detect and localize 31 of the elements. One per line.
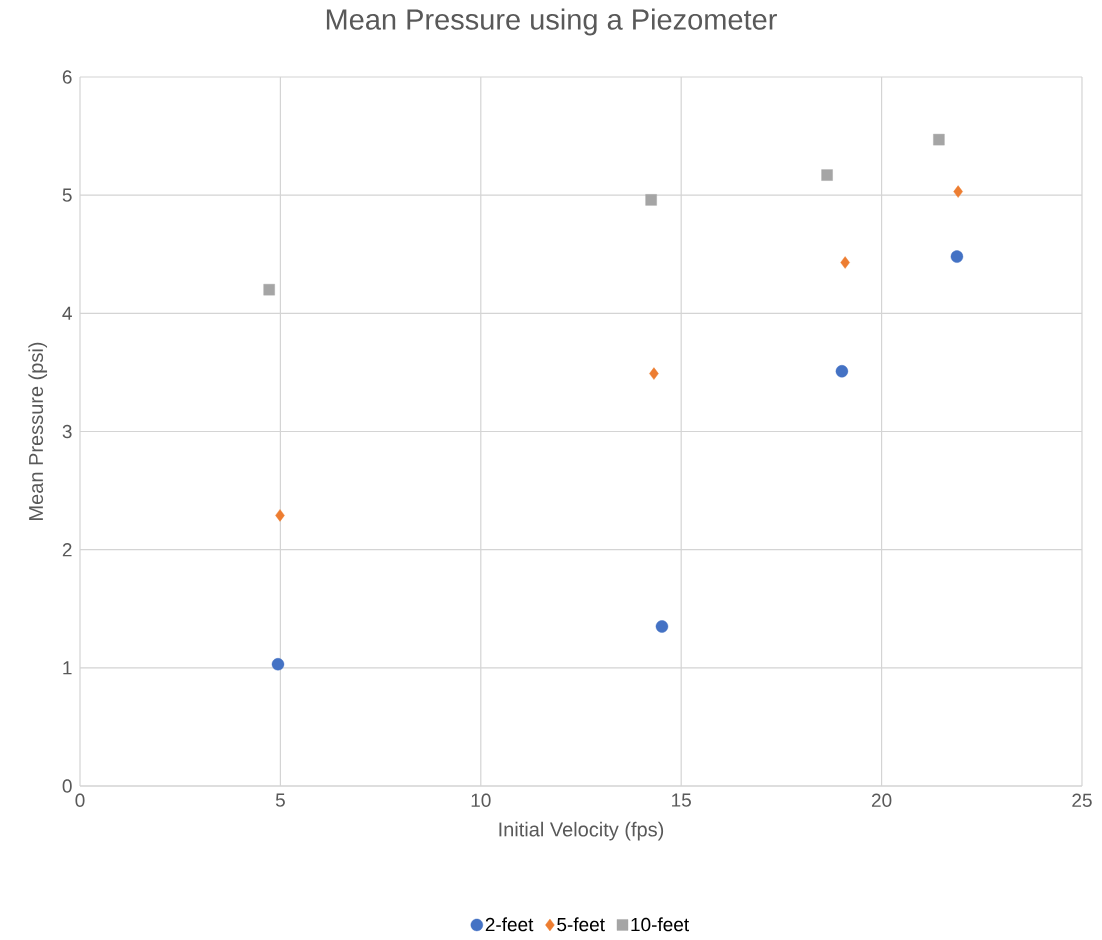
point [263,284,275,296]
point [950,250,964,263]
x-tick-label: 25 [1072,793,1092,807]
point [835,365,849,378]
chart-title: Mean Pressure using a Piezometer [326,8,777,36]
x-tick-label: 0 [75,793,85,807]
y-tick-label: 6 [62,70,72,84]
point [933,133,945,146]
x-tick-label: 5 [275,793,285,807]
point [655,620,669,633]
y-tick-label: 1 [63,661,72,675]
legend-label: 5-feet [557,917,605,932]
point [649,367,659,380]
y-tick-label: 4 [62,306,72,320]
y-tick-label: 5 [62,188,72,202]
y-tick-label: 3 [62,424,72,439]
x-tick-label: 15 [672,793,691,807]
legend-label: 10-feet [631,917,690,932]
point [840,256,850,269]
point [275,509,285,522]
point [645,194,657,206]
point [953,185,963,198]
legend-label: 2-feet [485,917,534,932]
point [271,658,285,671]
y-tick-label: 2 [62,543,72,557]
x-tick-label: 10 [471,793,491,807]
x-tick-label: 20 [871,793,892,807]
y-axis-title: Mean Pressure (psi) [28,342,48,520]
y-tick-label: 0 [62,779,72,793]
x-axis-title: Initial Velocity (fps) [499,821,664,841]
point [821,169,833,181]
